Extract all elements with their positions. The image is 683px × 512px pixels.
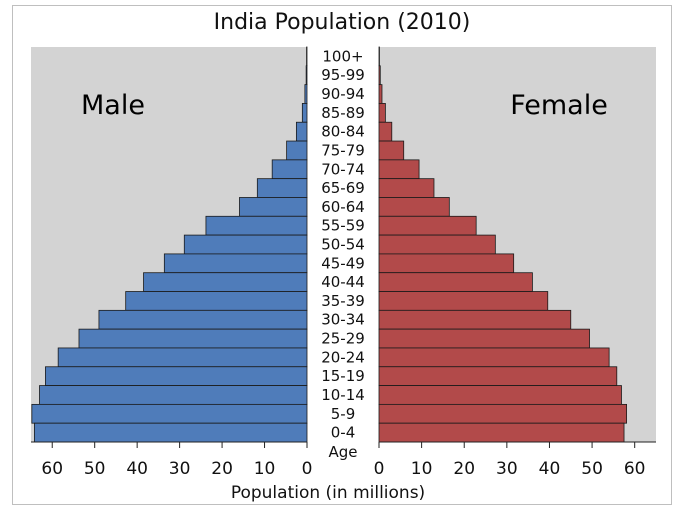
female-bar [378,215,477,236]
female-x-tick-label: 30 [496,459,518,479]
female-bar [378,103,386,123]
age-group-label: 20-24 [321,348,365,366]
age-group-label: 5-9 [331,405,356,423]
age-group-label: 70-74 [321,160,365,178]
male-bar [143,272,308,292]
male-bar [163,253,308,274]
age-group-label: 60-64 [321,198,365,216]
chart-title: India Population (2010) [214,10,471,35]
age-group-label: 10-14 [321,386,365,404]
age-group-label: 25-29 [321,330,365,348]
female-bar [378,309,572,330]
male-bar [256,178,308,198]
male-bar [125,291,308,311]
age-group-label: 40-44 [321,273,365,291]
male-x-tick-label: 10 [254,459,276,479]
male-bar [271,159,308,180]
male-bar [305,65,308,86]
female-bar [378,197,450,217]
female-bar [378,140,405,161]
male-x-tick-label: 0 [302,459,313,479]
female-bar [378,253,515,274]
age-group-label: 95-99 [321,66,365,84]
age-group-label: 15-19 [321,367,365,385]
female-x-tick-label: 40 [539,459,561,479]
male-x-tick-label: 60 [41,459,63,479]
x-axis-label: Population (in millions) [231,483,425,503]
female-bar [378,272,533,292]
female-x-tick-label: 10 [411,459,433,479]
age-group-label: 30-34 [321,311,365,329]
age-group-label: 85-89 [321,104,365,122]
male-label: Male [81,90,145,121]
female-bar [378,65,381,86]
male-x-tick-label: 50 [84,459,106,479]
female-label: Female [510,90,608,121]
category-labels: 100+95-9990-9485-8980-8475-7970-7465-696… [321,47,365,441]
male-bar [205,215,308,236]
male-x-tick-label: 30 [169,459,191,479]
female-x-tick-label: 20 [453,459,475,479]
male-bar [45,366,308,386]
male-bar [39,385,308,405]
figure-border [12,5,672,505]
female-bar [378,347,610,368]
age-group-label: 35-39 [321,292,365,310]
male-x-tick-label: 40 [126,459,148,479]
age-group-label: 65-69 [321,179,365,197]
female-x-tick-label: 50 [581,459,603,479]
female-bar [378,234,496,255]
age-group-label: 90-94 [321,85,365,103]
age-group-label: 80-84 [321,123,365,141]
male-bar [98,309,308,330]
female-bar [378,328,590,349]
female-bar [378,159,420,180]
female-bar [378,178,435,198]
age-group-label: 55-59 [321,217,365,235]
female-bar [378,422,625,443]
female-bar [378,385,622,405]
male-bar [183,234,308,255]
axis-ticks: 0 0 10 10 20 20 30 30 40 40 50 50 60 60 [31,441,656,479]
female-bar [378,84,383,104]
age-group-label: 50-54 [321,236,365,254]
male-bar [78,328,308,349]
female-bar [378,366,618,386]
male-bar [286,140,308,161]
age-group-label: 100+ [322,47,363,65]
age-group-label: 75-79 [321,141,365,159]
male-bar [301,103,308,123]
male-x-tick-label: 20 [211,459,233,479]
female-bar [378,291,549,311]
female-bar [378,403,627,424]
male-bar [33,422,308,443]
age-group-label: 45-49 [321,254,365,272]
male-bar [31,403,308,424]
male-bar [304,84,308,104]
bars-group [31,46,627,443]
female-x-tick-label: 0 [374,459,385,479]
male-bar [239,197,308,217]
male-bar [57,347,308,368]
age-group-label: 0-4 [331,424,356,442]
male-bar [295,121,308,142]
female-bar [378,121,393,142]
female-x-tick-label: 60 [624,459,646,479]
y-axis-label: Age [328,443,357,461]
